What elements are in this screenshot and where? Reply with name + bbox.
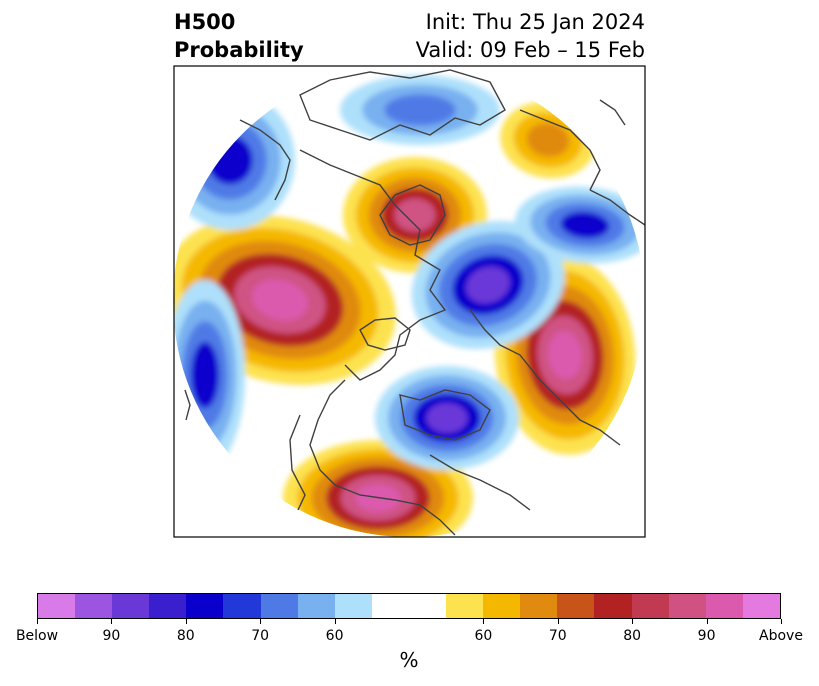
colorbar-unit: % [399,648,419,672]
coastlines [184,69,645,536]
colorbar-tickmark [186,619,187,624]
init-time: Init: Thu 25 Jan 2024 [425,10,645,34]
coastline [239,119,291,201]
coastline [429,454,531,511]
colorbar-segment [520,594,558,618]
colorbar-tick-label: 80 [623,628,642,644]
coastline [299,149,447,381]
colorbar-tickmark [335,619,336,624]
colorbar-segment [631,594,669,618]
colorbar-segment [149,594,187,618]
probability-contour [251,279,309,321]
colorbar-tickmark [260,619,261,624]
colorbar-segment [594,594,632,618]
colorbar-tickmark [37,619,38,624]
map-title: H500 Probability [174,8,304,64]
coastline [519,109,601,191]
probability-contour [426,403,468,433]
colorbar-tickmark [558,619,559,624]
colorbar-segment [742,594,780,618]
colorbar-tick-label: 90 [102,628,121,644]
probability-contour [560,211,610,239]
colorbar-tickmark [111,619,112,624]
colorbar-tick-label: 60 [325,628,344,644]
coastline [399,389,491,441]
probability-contour [191,341,219,409]
colorbar-tick-label: Below [15,628,59,644]
colorbar-segment [371,594,409,618]
probability-contour [394,198,436,232]
colorbar-segment [446,594,484,618]
colorbar-segment [668,594,706,618]
colorbar-segment [705,594,743,618]
colorbar-segment [297,594,335,618]
colorbar-segment [38,594,76,618]
colorbar-segment [260,594,298,618]
title-variable: H500 [174,10,236,34]
valid-range: Valid: 09 Feb – 15 Feb [415,38,645,62]
coastline [309,379,456,536]
colorbar-tick-label: 90 [697,628,716,644]
colorbar-tick-label: 70 [251,628,270,644]
colorbar-tick-label: 70 [548,628,567,644]
colorbar-tickmark [483,619,484,624]
below-normal-blob-arctic [411,220,565,350]
colorbar-tickmark [781,619,782,624]
coastline [589,189,645,226]
probability-contour [466,266,510,304]
below-normal-blob-siberia [375,366,519,470]
above-normal-blob-africa [500,101,596,179]
colorbar-tick-label: 60 [474,628,493,644]
colorbar-tickmark [707,619,708,624]
probability-contour [384,94,456,126]
coastline [599,99,626,126]
colorbar-segment [557,594,595,618]
map-subtitle: Init: Thu 25 Jan 2024 Valid: 09 Feb – 15… [416,8,645,64]
coastline [469,309,621,446]
colorbar-segment [223,594,261,618]
below-normal-blob-south [340,75,500,145]
colorbar-segment [408,594,447,618]
title-field: Probability [174,38,304,62]
colorbar-segment [334,594,372,618]
colorbar-tick-label: Above [759,628,803,644]
probability-contour [526,122,570,158]
colorbar-tick-label: 80 [176,628,195,644]
below-normal-blob-europe [515,186,645,264]
coastline [289,414,306,511]
colorbar-segment [483,594,521,618]
colorbar-tickmark [632,619,633,624]
colorbar-segment [112,594,150,618]
coastline [359,317,411,351]
colorbar-segment [186,594,224,618]
map-frame [173,65,646,538]
colorbar [37,593,781,619]
probability-contour [547,330,583,380]
colorbar-segment [75,594,113,618]
coastline [379,184,446,246]
coastline [299,69,506,141]
coastline [184,389,191,421]
